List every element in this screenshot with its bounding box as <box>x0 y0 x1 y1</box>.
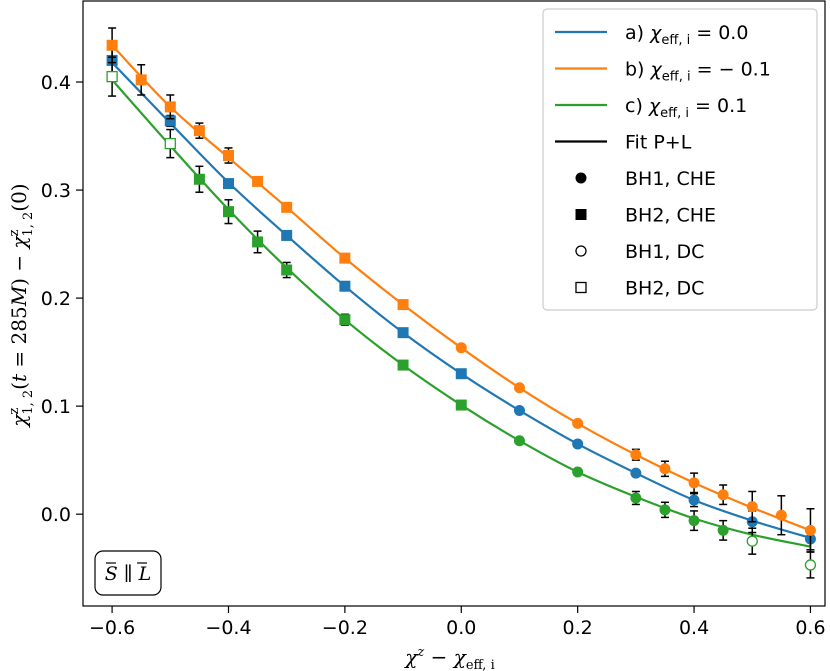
legend-item: BH1, CHE <box>575 168 716 190</box>
fit-line-a <box>111 61 811 539</box>
data-point-b <box>775 509 787 521</box>
x-tick-label: −0.4 <box>205 617 251 639</box>
data-point-b <box>397 299 409 311</box>
legend-item: b) χeff, i = − 0.1 <box>555 59 771 85</box>
data-point-c <box>513 435 525 447</box>
legend-label: c) χeff, i = 0.1 <box>625 95 747 121</box>
y-tick-label: 0.4 <box>41 72 71 94</box>
y-tick-label: 0.3 <box>41 180 71 202</box>
data-point-c <box>252 236 264 248</box>
legend-swatch <box>575 172 587 184</box>
legend-swatch <box>575 245 587 257</box>
legend-item: Fit P+L <box>555 132 692 154</box>
data-point-c <box>455 399 467 411</box>
data-point-b <box>455 342 467 354</box>
data-point-a <box>281 229 293 241</box>
data-point-a <box>455 368 467 380</box>
legend-item: a) χeff, i = 0.0 <box>555 22 748 48</box>
data-point-a <box>572 438 584 450</box>
legend-label: BH1, DC <box>625 241 704 263</box>
y-tick-label: 0.0 <box>41 504 71 526</box>
x-tick-label: 0.0 <box>446 617 476 639</box>
data-point-c <box>688 515 700 527</box>
legend-label: b) χeff, i = − 0.1 <box>625 59 771 85</box>
data-point-c <box>339 314 351 326</box>
legend-frame <box>542 8 818 311</box>
fit-line-c <box>111 79 811 548</box>
data-point-a <box>397 327 409 339</box>
data-point-b <box>746 501 758 513</box>
legend-label: BH2, CHE <box>625 205 716 227</box>
data-point-c <box>572 466 584 478</box>
x-axis-label: χz − χeff, i <box>403 645 494 671</box>
data-point-b <box>339 252 351 264</box>
data-point-b <box>513 382 525 394</box>
data-point-c <box>397 359 409 371</box>
data-point-c <box>717 524 729 536</box>
y-tick-label: 0.1 <box>41 396 71 418</box>
x-tick-label: −0.6 <box>89 617 135 639</box>
data-point-a <box>339 280 351 292</box>
data-point-b <box>281 201 293 213</box>
data-point-b <box>630 449 642 461</box>
annotation-label: S ∥ L <box>105 563 152 585</box>
legend-item: BH2, DC <box>575 278 704 300</box>
data-point-c <box>746 535 758 547</box>
data-point-c <box>164 137 176 150</box>
data-point-b <box>193 125 205 137</box>
data-point-c <box>659 504 671 516</box>
y-axis: 0.0 0.1 0.2 0.3 0.4 <box>41 72 83 526</box>
data-point-a <box>688 494 700 506</box>
legend-item: BH2, CHE <box>575 205 716 227</box>
legend-swatch <box>575 281 587 294</box>
plot-frame <box>82 0 826 607</box>
y-tick-label: 0.2 <box>41 288 71 310</box>
data-point-b <box>222 149 234 161</box>
x-tick-label: 0.6 <box>795 617 825 639</box>
data-point-b <box>659 463 671 475</box>
plot-area <box>106 27 817 579</box>
data-point-b <box>135 74 147 86</box>
legend-label: a) χeff, i = 0.0 <box>625 22 748 48</box>
data-point-c <box>193 173 205 185</box>
data-point-a <box>630 467 642 479</box>
legend-label: BH1, CHE <box>625 168 716 190</box>
data-point-c <box>804 559 817 571</box>
legend-item: BH1, DC <box>575 241 704 263</box>
data-point-a <box>513 404 525 416</box>
legend: a) χeff, i = 0.0 b) χeff, i = − 0.1 c) χef… <box>542 8 818 311</box>
data-point-c <box>630 492 642 504</box>
x-tick-label: −0.2 <box>322 617 368 639</box>
x-tick-label: 0.4 <box>679 617 709 639</box>
data-point-b <box>252 175 264 187</box>
data-point-c <box>222 206 234 218</box>
x-tick-label: 0.2 <box>563 617 593 639</box>
data-point-a <box>222 178 234 190</box>
data-point-b <box>106 39 118 51</box>
x-axis: −0.6 −0.4 −0.2 0.0 0.2 0.4 0.6 <box>89 606 826 639</box>
legend-label: Fit P+L <box>625 132 692 154</box>
data-point-c <box>106 70 118 83</box>
data-point-b <box>164 101 176 113</box>
data-point-c <box>281 264 293 276</box>
data-point-b <box>688 477 700 489</box>
annotation-box: S ∥ L <box>94 550 162 596</box>
data-point-b <box>572 417 584 429</box>
data-point-b <box>717 489 729 501</box>
data-point-b <box>804 524 816 536</box>
y-axis-label: χz1, 2(t = 285M) − χz1, 2(0) <box>7 183 36 428</box>
legend-item: c) χeff, i = 0.1 <box>555 95 747 121</box>
legend-swatch <box>575 209 587 220</box>
legend-label: BH2, DC <box>625 278 704 300</box>
